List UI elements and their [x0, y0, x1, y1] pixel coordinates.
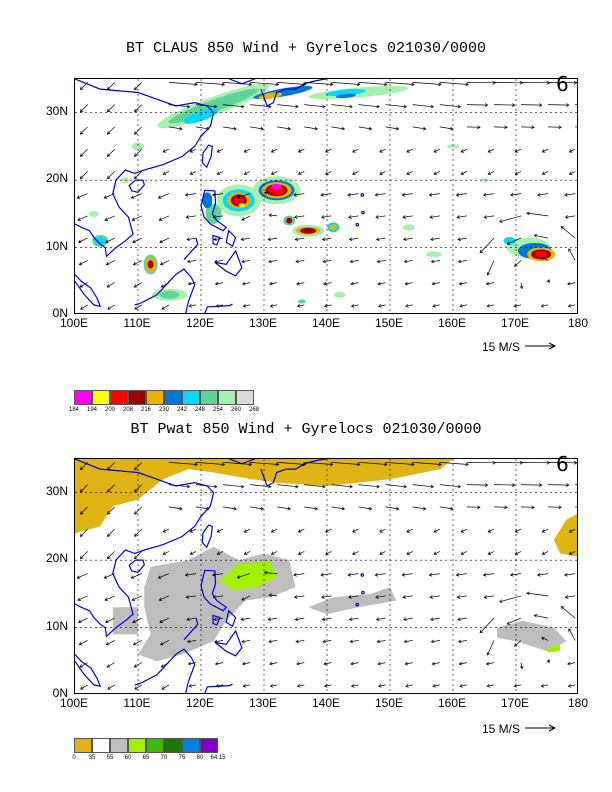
lon-tick-label: 100E: [59, 316, 89, 330]
lon-tick-label: 140E: [311, 316, 341, 330]
precipitable-water-field: [75, 459, 577, 662]
panel2-map: [74, 458, 578, 694]
lon-tick-label: 110E: [123, 316, 151, 330]
lon-tick-label: 180: [567, 316, 589, 330]
panel2-storm-symbol: 6: [556, 452, 569, 476]
cloud-top-temperature-field: [88, 83, 556, 304]
legend-swatch: [92, 738, 110, 753]
legend-label: 208: [122, 407, 133, 413]
lon-tick-label: 100E: [59, 696, 89, 710]
lon-tick-label: 130E: [248, 696, 278, 710]
lat-tick-label: 10N: [45, 238, 68, 253]
legend-swatch: [74, 738, 92, 753]
lat-tick-label: 10N: [45, 618, 68, 633]
panel1-map-canvas: [75, 79, 577, 313]
legend-swatch: [182, 390, 200, 405]
lat-lon-grid: [75, 459, 577, 693]
lat-tick-label: 30N: [45, 483, 68, 498]
lat-tick-label: 0N: [52, 686, 68, 700]
legend-swatch: [146, 390, 164, 405]
legend-swatch: [74, 390, 92, 405]
lon-tick-label: 170E: [500, 316, 530, 330]
panel1-map: [74, 78, 578, 314]
panel1-wind-scale: 15 M/S: [482, 340, 559, 354]
legend-swatch: [110, 738, 128, 753]
lon-tick-label: 160E: [437, 316, 467, 330]
legend-label: 70: [160, 755, 168, 761]
wind-scale-arrow-icon: [525, 342, 557, 350]
legend-label: 0: [72, 755, 76, 761]
wind-vectors: [76, 460, 577, 690]
panel1-wind-scale-label: 15 M/S: [482, 340, 521, 354]
coastline: [75, 459, 365, 693]
legend-label: 60: [124, 755, 132, 761]
legend-label: 55: [106, 755, 114, 761]
legend-label: 184: [68, 407, 79, 413]
legend-swatch: [236, 390, 254, 405]
legend-label: 248: [194, 407, 205, 413]
wind-scale-arrow-icon: [525, 724, 557, 732]
lon-tick-label: 130E: [248, 316, 278, 330]
legend-swatch: [200, 738, 218, 753]
legend-swatch: [182, 738, 200, 753]
legend-label: 230: [158, 407, 169, 413]
lon-tick-label: 160E: [437, 696, 467, 710]
legend-swatch: [146, 738, 164, 753]
lat-tick-label: 30N: [45, 103, 68, 118]
panel2-map-canvas: [75, 459, 577, 693]
legend-label: 65: [142, 755, 150, 761]
legend-swatch: [128, 738, 146, 753]
legend-label: 260: [230, 407, 241, 413]
legend-label: 35: [88, 755, 96, 761]
panel2-wind-scale-label: 15 M/S: [482, 722, 521, 736]
legend-swatch: [128, 390, 146, 405]
legend-label: 194: [86, 407, 97, 413]
lon-tick-label: 110E: [123, 696, 151, 710]
lon-tick-label: 120E: [185, 316, 215, 330]
legend-label: 80: [196, 755, 204, 761]
lon-tick-label: 170E: [500, 696, 530, 710]
legend-swatch: [110, 390, 128, 405]
legend-label: 254: [212, 407, 223, 413]
panel2-title: BT Pwat 850 Wind + Gyrelocs 021030/0000: [130, 421, 482, 438]
legend-label: 216: [140, 407, 151, 413]
lon-tick-label: 150E: [374, 696, 404, 710]
lon-tick-label: 150E: [374, 316, 404, 330]
legend-label: 64.15: [210, 755, 226, 761]
legend-swatch: [218, 390, 236, 405]
lat-tick-label: 0N: [52, 306, 68, 320]
legend-label: 200: [104, 407, 115, 413]
legend-swatch: [92, 390, 110, 405]
lat-tick-label: 20N: [45, 551, 68, 566]
lon-tick-label: 180: [567, 696, 589, 710]
coastline: [75, 79, 365, 313]
lon-tick-label: 120E: [185, 696, 215, 710]
panel1-title: BT CLAUS 850 Wind + Gyrelocs 021030/0000: [125, 40, 487, 57]
legend-swatch: [164, 390, 182, 405]
legend-swatch: [164, 738, 182, 753]
lat-lon-grid: [75, 79, 577, 313]
legend-label: 75: [178, 755, 186, 761]
legend-label: 242: [176, 407, 187, 413]
wind-vectors: [76, 80, 577, 310]
lon-tick-label: 140E: [311, 696, 341, 710]
legend-swatch: [200, 390, 218, 405]
panel2-wind-scale: 15 M/S: [482, 722, 559, 736]
legend-label: 268: [248, 407, 259, 413]
lat-tick-label: 20N: [45, 171, 68, 186]
panel1-storm-symbol: 6: [556, 72, 569, 96]
